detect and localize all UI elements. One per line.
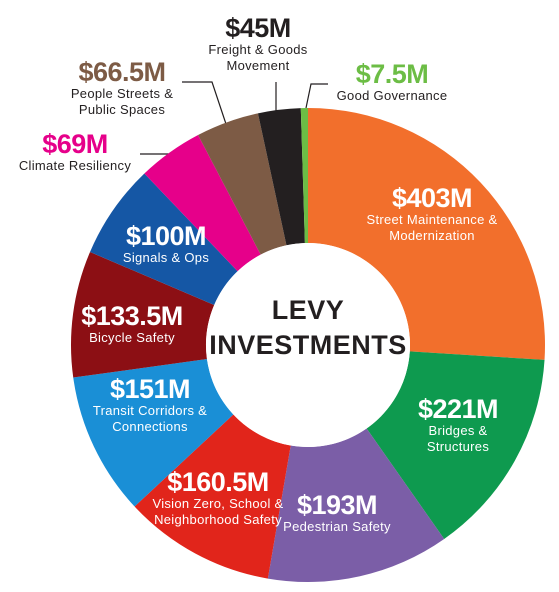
center-line: LEVY bbox=[271, 294, 345, 325]
value-label: $221M bbox=[417, 394, 499, 425]
value-label: $193M bbox=[296, 490, 378, 521]
slice bbox=[70, 251, 215, 378]
leader-line bbox=[305, 83, 328, 109]
category-label: Bicycle Safety bbox=[89, 330, 175, 346]
value-label: $403M bbox=[391, 183, 473, 214]
category-label: Bridges & Structures bbox=[426, 423, 490, 455]
slice bbox=[198, 113, 287, 255]
slice-label: $151M Transit Corridors & Connections bbox=[80, 375, 220, 435]
slice-label: $69M Climate Resiliency bbox=[5, 130, 145, 174]
value-label: $7.5M bbox=[355, 59, 429, 90]
value-label: $151M bbox=[109, 374, 191, 405]
slice bbox=[267, 428, 445, 582]
slice bbox=[366, 351, 545, 539]
center-label: LEVY INVESTMENTS bbox=[209, 293, 407, 363]
slice-label: $193M Pedestrian Safety bbox=[282, 491, 392, 535]
center-hole bbox=[206, 243, 410, 447]
category-label: Climate Resiliency bbox=[18, 158, 132, 174]
slice bbox=[144, 135, 261, 272]
slice bbox=[134, 414, 291, 579]
category-label: People Streets & Public Spaces bbox=[70, 86, 174, 118]
value-label: $69M bbox=[42, 129, 108, 160]
category-label: Street Maintenance & Modernization bbox=[366, 212, 498, 244]
leader-line bbox=[182, 81, 227, 125]
slice bbox=[257, 108, 305, 246]
slice-label: $160.5M Vision Zero, School & Neighborhoo… bbox=[148, 468, 288, 528]
slice-label: $66.5M People Streets & Public Spaces bbox=[52, 58, 192, 118]
center-line: INVESTMENTS bbox=[209, 330, 407, 360]
slice-label: $221M Bridges & Structures bbox=[403, 395, 513, 455]
slice-label: $133.5M Bicycle Safety bbox=[72, 302, 192, 346]
slice-label: $403M Street Maintenance & Modernization bbox=[357, 184, 507, 244]
value-label: $100M bbox=[125, 221, 207, 252]
category-label: Freight & Goods Movement bbox=[208, 42, 308, 74]
slice-label: $45M Freight & Goods Movement bbox=[193, 14, 323, 74]
category-label: Vision Zero, School & Neighborhood Safet… bbox=[152, 496, 284, 528]
value-label: $66.5M bbox=[78, 57, 166, 88]
category-label: Good Governance bbox=[336, 88, 448, 104]
slice bbox=[73, 359, 234, 507]
slice bbox=[308, 108, 546, 360]
category-label: Pedestrian Safety bbox=[283, 519, 391, 535]
slice-label: $7.5M Good Governance bbox=[317, 60, 467, 104]
value-label: $45M bbox=[225, 13, 291, 44]
value-label: $160.5M bbox=[167, 467, 269, 498]
slice bbox=[300, 108, 308, 244]
value-label: $133.5M bbox=[81, 301, 183, 332]
category-label: Transit Corridors & Connections bbox=[92, 403, 208, 435]
slice bbox=[90, 173, 238, 305]
category-label: Signals & Ops bbox=[122, 250, 210, 266]
slice-label: $100M Signals & Ops bbox=[111, 222, 221, 266]
